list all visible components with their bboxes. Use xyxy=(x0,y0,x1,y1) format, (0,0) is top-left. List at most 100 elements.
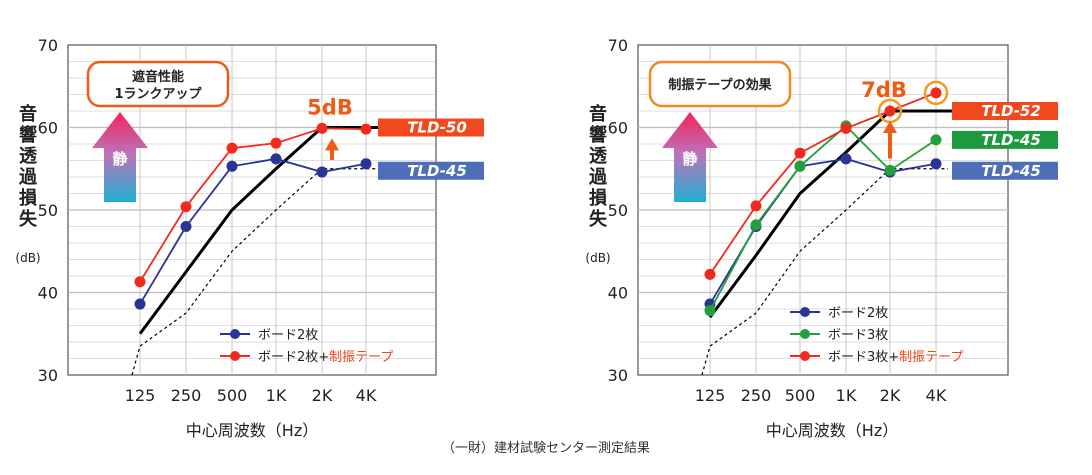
callout-box xyxy=(86,60,230,108)
tld-tag-label: TLD-45 xyxy=(981,162,1041,180)
data-point xyxy=(360,158,372,170)
chart-board2-tape: 30 40 50 60 70 125 250 500 1K 2K 4K 音響透過損失 (dB) 中心周波数… xyxy=(15,36,484,440)
quiet-arrow-label: 静 xyxy=(682,150,697,168)
y-axis-unit: (dB) xyxy=(585,251,610,265)
y-tick-label: 30 xyxy=(608,366,628,385)
y-tick-label: 40 xyxy=(38,284,58,303)
series-ボード3枚+制振テープ xyxy=(704,87,942,280)
tld-tag xyxy=(952,130,1058,149)
data-point xyxy=(840,153,852,165)
y-axis-label: 音響透過損失 xyxy=(589,103,608,230)
data-point xyxy=(930,158,942,170)
data-point xyxy=(180,201,192,213)
quiet-arrow xyxy=(92,112,148,202)
data-point xyxy=(316,166,328,178)
x-axis-label: 中心周波数（Hz） xyxy=(766,421,898,440)
y-tick-label: 70 xyxy=(608,36,628,55)
data-point xyxy=(840,122,852,134)
legend-label: ボード2枚 xyxy=(258,328,318,343)
data-point xyxy=(930,134,942,146)
x-tick-label: 250 xyxy=(741,386,772,405)
series-line xyxy=(709,92,937,275)
tld-tag xyxy=(378,118,484,137)
legend-label: ボード2枚 xyxy=(828,306,888,321)
y-tick-label: 60 xyxy=(38,119,58,138)
data-point xyxy=(794,147,806,159)
reference-curve-tld-45-dashed xyxy=(131,168,378,376)
x-tick-label: 1K xyxy=(266,386,287,405)
y-tick-label: 70 xyxy=(38,36,58,55)
legend-swatch-dot xyxy=(800,329,810,339)
data-point xyxy=(226,142,238,154)
data-point xyxy=(270,137,282,149)
legend-swatch-dot xyxy=(800,351,810,361)
quiet-arrow xyxy=(662,112,718,202)
tld-tag-label: TLD-52 xyxy=(981,102,1041,120)
improvement-label: 5dB xyxy=(307,95,353,119)
data-point xyxy=(360,123,372,135)
improvement-label: 7dB xyxy=(861,78,907,102)
data-point xyxy=(930,87,942,99)
y-tick-label: 60 xyxy=(608,119,628,138)
improvement-arrow-head xyxy=(325,138,339,151)
tld-tag xyxy=(952,161,1058,180)
series-line xyxy=(709,124,937,312)
reference-curve-tld-50 xyxy=(138,126,396,335)
series-line xyxy=(139,157,367,305)
callout-text: 制振テープの効果 xyxy=(668,77,771,93)
callout-text: 1ランクアップ xyxy=(114,87,202,102)
y-axis-label: 音響透過損失 xyxy=(19,103,38,230)
callout-text: 遮音性能 xyxy=(132,69,184,85)
data-point xyxy=(794,160,806,172)
data-point xyxy=(270,153,282,165)
tld-tag xyxy=(952,102,1058,120)
data-point xyxy=(750,200,762,212)
series-line xyxy=(139,127,367,283)
x-tick-label: 250 xyxy=(171,386,202,405)
reference-curve-tld-52 xyxy=(708,109,966,319)
x-tick-label: 2K xyxy=(880,386,901,405)
x-tick-label: 1K xyxy=(836,386,857,405)
x-tick-label: 4K xyxy=(356,386,377,405)
tld-tag-label: TLD-45 xyxy=(981,131,1041,149)
y-tick-label: 50 xyxy=(608,201,628,220)
legend-swatch-dot xyxy=(230,351,240,361)
data-point xyxy=(316,122,328,134)
data-point xyxy=(704,305,716,317)
data-point xyxy=(704,268,716,280)
legend-label: ボード3枚+制振テープ xyxy=(828,350,963,365)
y-tick-label: 40 xyxy=(608,284,628,303)
data-point xyxy=(226,160,238,172)
legend-label: ボード3枚 xyxy=(828,328,888,343)
data-point xyxy=(750,219,762,231)
x-tick-label: 4K xyxy=(926,386,947,405)
x-tick-label: 500 xyxy=(217,386,248,405)
data-point xyxy=(134,276,146,288)
legend-swatch-dot xyxy=(230,329,240,339)
improvement-arrow-head xyxy=(883,121,897,133)
footer-source: （一財）建材試験センター測定結果 xyxy=(441,441,650,456)
tld-tag-label: TLD-50 xyxy=(407,119,467,137)
y-tick-label: 50 xyxy=(38,201,58,220)
x-tick-label: 125 xyxy=(695,386,726,405)
tld-tag xyxy=(378,161,484,180)
legend-label: ボード2枚+制振テープ xyxy=(258,350,393,365)
tld-tag-label: TLD-45 xyxy=(407,162,467,180)
quiet-arrow-label: 静 xyxy=(112,150,127,168)
x-tick-label: 2K xyxy=(312,386,333,405)
callout-box xyxy=(648,60,792,108)
data-point xyxy=(180,221,192,232)
x-axis-label: 中心周波数（Hz） xyxy=(186,421,318,440)
series-ボード2枚+制振テープ xyxy=(134,122,372,288)
legend-swatch-dot xyxy=(800,307,810,317)
chart-board3-tape: 30 40 50 60 70 125 250 500 1K 2K 4K 音響透過損失 (dB) 中心周波数… xyxy=(585,36,1058,440)
series-ボード2枚 xyxy=(134,153,372,310)
data-point xyxy=(134,298,146,310)
data-point xyxy=(884,105,896,117)
y-axis-unit: (dB) xyxy=(15,251,40,265)
x-tick-label: 125 xyxy=(125,386,156,405)
x-tick-label: 500 xyxy=(785,386,816,405)
y-tick-label: 30 xyxy=(38,366,58,385)
highlight-circle xyxy=(923,80,949,106)
